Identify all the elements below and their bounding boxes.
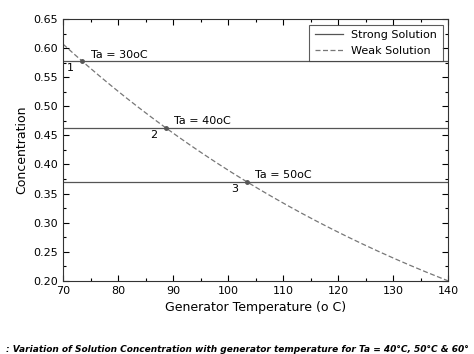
Weak Solution bbox=[243, 179, 249, 183]
Weak Solution bbox=[437, 275, 442, 279]
Text: Ta = 40oC: Ta = 40oC bbox=[174, 116, 231, 126]
Weak Solution bbox=[246, 181, 251, 185]
Text: 1: 1 bbox=[67, 63, 74, 73]
Weak Solution bbox=[290, 206, 295, 210]
Line: Weak Solution: Weak Solution bbox=[63, 44, 448, 281]
Weak Solution bbox=[60, 42, 66, 46]
Weak Solution bbox=[446, 279, 451, 283]
Text: 3: 3 bbox=[232, 184, 239, 194]
X-axis label: Generator Temperature (o C): Generator Temperature (o C) bbox=[165, 301, 346, 314]
Weak Solution bbox=[376, 250, 382, 254]
Y-axis label: Concentration: Concentration bbox=[15, 105, 28, 194]
Text: 2: 2 bbox=[150, 130, 157, 140]
Text: Ta = 30oC: Ta = 30oC bbox=[91, 50, 147, 60]
Legend: Strong Solution, Weak Solution: Strong Solution, Weak Solution bbox=[309, 24, 443, 62]
Weak Solution bbox=[269, 194, 274, 199]
Text: : Variation of Solution Concentration with generator temperature for Ta = 40°C, : : Variation of Solution Concentration wi… bbox=[6, 345, 468, 354]
Text: Ta = 50oC: Ta = 50oC bbox=[255, 170, 312, 181]
